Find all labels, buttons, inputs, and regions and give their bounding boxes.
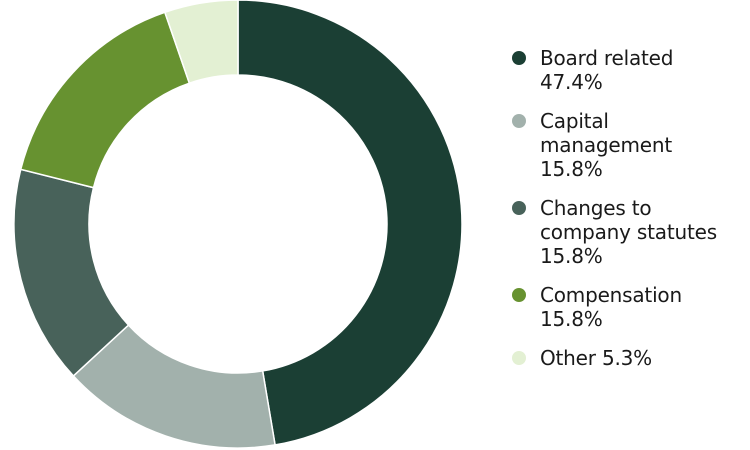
legend-label-capital-management: Capital management xyxy=(540,109,672,157)
slice-compensation xyxy=(19,11,191,189)
slice-other xyxy=(163,0,239,85)
legend-swatch-changes-to-company-statutes xyxy=(512,201,526,215)
legend-label-board-related: Board related xyxy=(540,46,674,70)
legend-value-changes-to-company-statutes: 15.8% xyxy=(540,244,603,268)
legend-label-compensation: Compensation xyxy=(540,283,682,307)
legend-swatch-other xyxy=(512,351,526,365)
legend-item-capital-management: Capital management 15.8% xyxy=(512,109,742,181)
legend-swatch-compensation xyxy=(512,288,526,302)
legend-item-board-related: Board related 47.4% xyxy=(512,46,742,94)
slice-board-related xyxy=(237,0,463,446)
legend-label-other: Other xyxy=(540,346,596,370)
legend-item-compensation: Compensation 15.8% xyxy=(512,283,742,331)
chart-legend: Board related 47.4% Capital management 1… xyxy=(512,46,742,385)
legend-label-changes-to-company-statutes: Changes to company statutes xyxy=(540,196,717,244)
legend-value-other: 5.3% xyxy=(601,346,652,370)
legend-value-board-related: 47.4% xyxy=(540,70,603,94)
legend-item-changes-to-company-statutes: Changes to company statutes 15.8% xyxy=(512,196,742,268)
legend-value-capital-management: 15.8% xyxy=(540,157,603,181)
donut-chart xyxy=(13,0,463,449)
legend-item-other: Other 5.3% xyxy=(512,346,742,370)
donut-slices xyxy=(13,0,463,449)
legend-swatch-capital-management xyxy=(512,114,526,128)
legend-swatch-board-related xyxy=(512,51,526,65)
legend-value-compensation: 15.8% xyxy=(540,307,603,331)
